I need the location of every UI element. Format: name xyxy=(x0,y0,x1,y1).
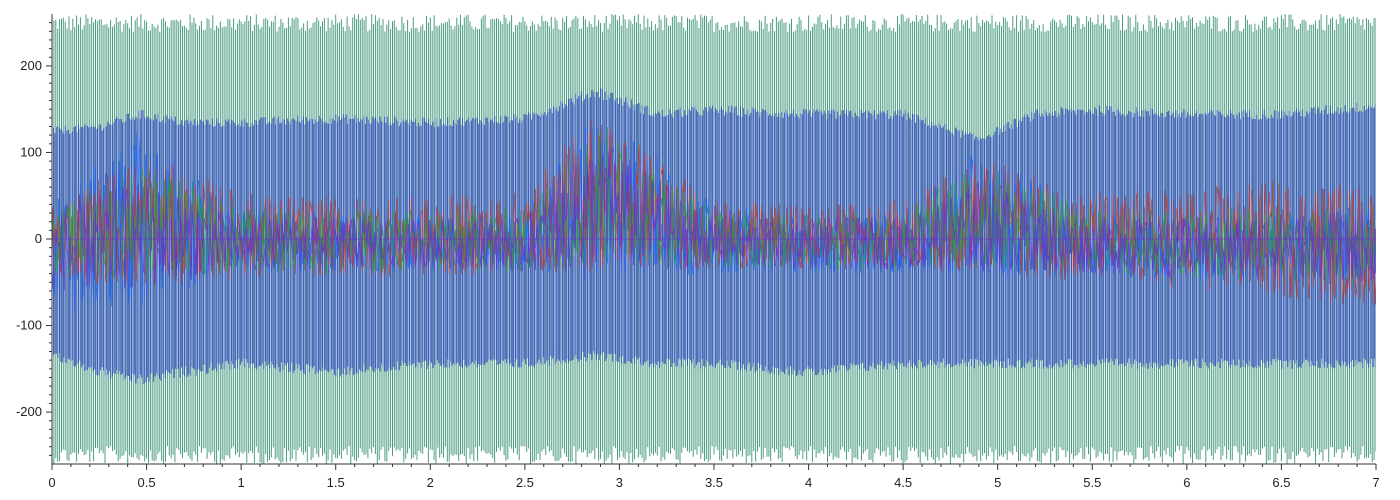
x-tick-label: 2 xyxy=(427,475,434,490)
x-tick-label: 1.5 xyxy=(327,475,345,490)
x-tick-label: 1 xyxy=(238,475,245,490)
y-tick-label: -100 xyxy=(16,318,42,333)
x-tick-label: 0.5 xyxy=(138,475,156,490)
plot-area xyxy=(52,14,1376,464)
x-tick-label: 7 xyxy=(1372,475,1379,490)
x-tick-label: 4 xyxy=(805,475,812,490)
x-tick-label: 6 xyxy=(1183,475,1190,490)
x-tick-label: 3 xyxy=(616,475,623,490)
x-tick-label: 5 xyxy=(994,475,1001,490)
x-tick-label: 2.5 xyxy=(516,475,534,490)
x-tick-label: 3.5 xyxy=(705,475,723,490)
series-5 xyxy=(52,145,1376,291)
y-tick-label: 0 xyxy=(35,231,42,246)
y-tick-label: -200 xyxy=(16,404,42,419)
y-tick-label: 100 xyxy=(20,144,42,159)
x-tick-label: 5.5 xyxy=(1083,475,1101,490)
x-tick-label: 6.5 xyxy=(1272,475,1290,490)
x-tick-label: 0 xyxy=(48,475,55,490)
series-5-trace xyxy=(52,145,1376,291)
axes: 0 0.5 1 1.5 2 2.5 3 3.5 4 4.5 5 5.5 6 6.5 7 200 100 0 -100… xyxy=(16,14,1380,490)
x-tick-label: 4.5 xyxy=(894,475,912,490)
y-tick-label: 200 xyxy=(20,58,42,73)
